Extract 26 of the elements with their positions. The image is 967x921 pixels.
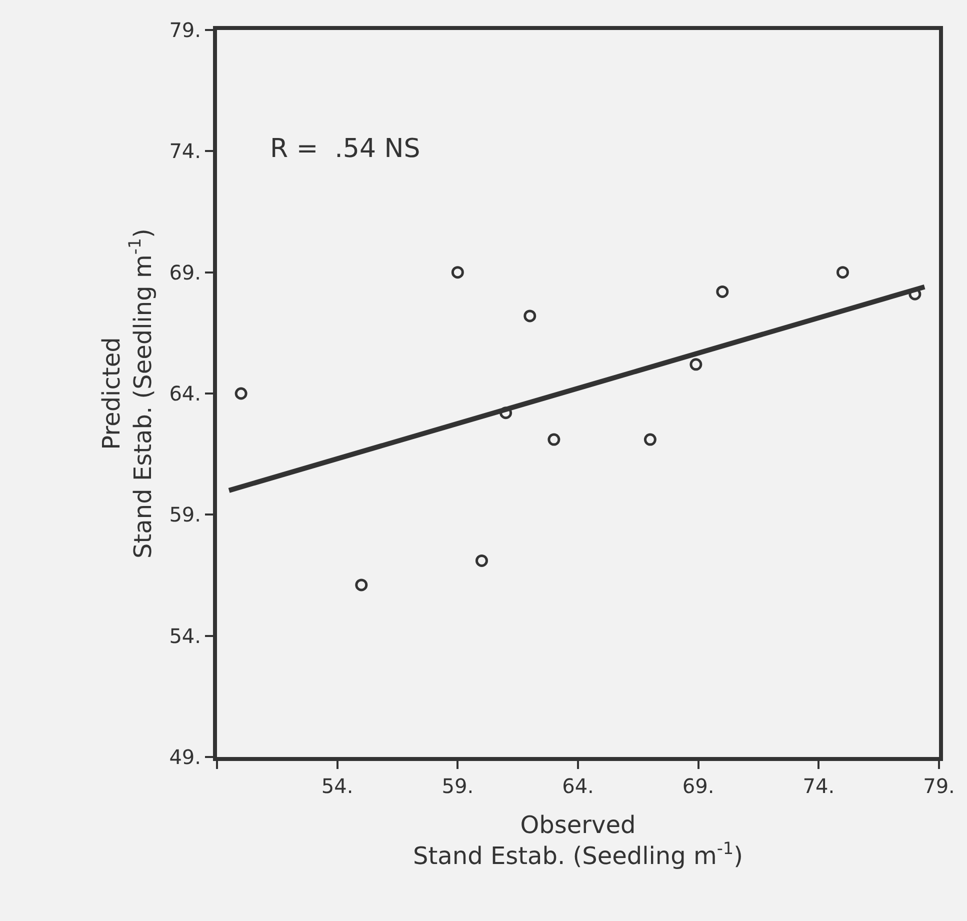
point [234,387,248,400]
point [644,433,656,446]
x-tick-label: 59. [442,774,474,798]
point [548,433,560,446]
x-tick-label: 69. [682,774,714,798]
x-tick-label: 64. [562,774,594,798]
point [451,266,464,279]
y-tick-label: 49. [169,745,201,769]
y-tick-label: 54. [169,624,201,648]
y-tick-label: 69. [169,260,201,284]
point [716,285,729,298]
x-tick-label: 79. [923,774,955,798]
y-tick-label: 79. [169,18,201,42]
y-tick-label: 74. [169,139,201,164]
point [524,310,536,322]
x-axis-title: Observed Stand Estab. (Seedling m$^{-1}$) [413,810,743,870]
point [690,358,702,371]
point [836,266,849,279]
annotation: R = .54 NS [270,134,420,164]
y-tick-label: 64. [169,382,201,406]
point [475,554,488,567]
x-tick-label: 74. [802,774,835,798]
y-tick-label: 59. [169,502,201,527]
x-tick-label: 54. [321,774,354,798]
point [355,578,368,592]
point [500,406,512,420]
